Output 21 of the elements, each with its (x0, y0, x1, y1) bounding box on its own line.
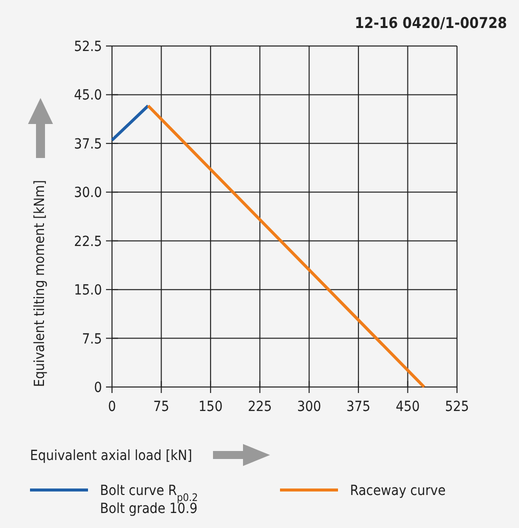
x-tick-label: 0 (108, 399, 116, 415)
x-tick-label: 225 (248, 399, 272, 415)
legend-label: Bolt curve R$_{p0.2}$ Bolt grade 10.9 (100, 483, 198, 517)
y-tick-label: 15.0 (74, 282, 102, 299)
y-tick-label: 52.5 (74, 39, 102, 55)
text: 12-16 0420/1-00728 (354, 14, 507, 32)
y-axis-title: Equivalent tilting moment [kNm] (32, 180, 48, 387)
x-tick-label: 450 (396, 399, 420, 415)
y-tick-label: 7.5 (82, 331, 102, 348)
x-tick-label: 525 (444, 399, 470, 415)
y-tick-label: 37.5 (74, 136, 102, 152)
y-tick-label: 30.0 (74, 185, 102, 202)
y-tick-label: 22.5 (74, 234, 102, 250)
legend-label: Raceway curve (350, 483, 446, 499)
y-tick-label: 45.0 (74, 88, 102, 104)
y-tick-label: 0 (94, 380, 102, 396)
x-axis-title: Equivalent axial load [kN] (30, 448, 192, 464)
x-tick-label: 300 (297, 399, 322, 415)
x-tick-label: 375 (346, 399, 370, 415)
x-tick-label: 75 (153, 399, 170, 415)
x-tick-label: 150 (198, 399, 223, 415)
